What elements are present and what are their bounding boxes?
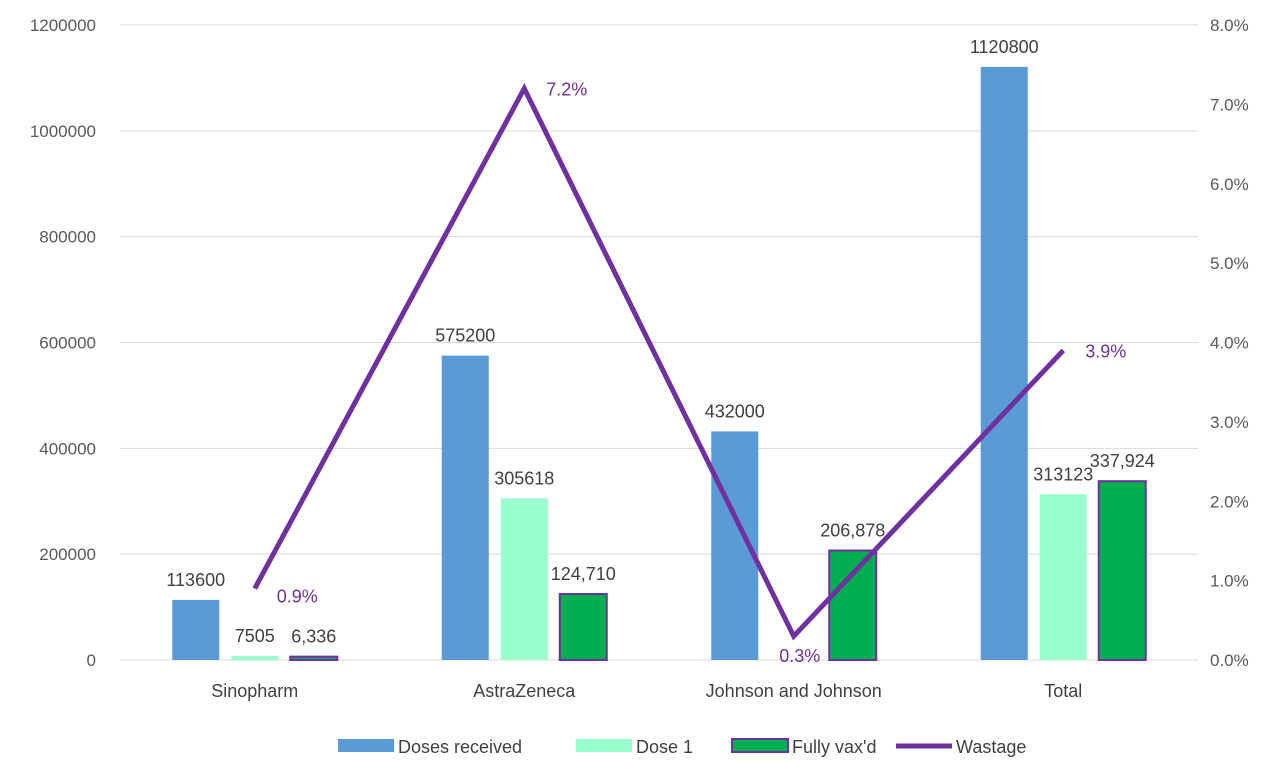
legend-label: Doses received [398,737,522,757]
bar [1097,480,1147,661]
legend-label: Wastage [956,737,1026,757]
y-tick-label: 1000000 [30,122,96,141]
bar-data-label: 432000 [705,401,765,421]
primary-y-axis: 0 200000 400000 600000 800000 1000000 1200000 [30,16,96,670]
bar-data-label: 313123 [1033,464,1093,484]
secondary-y-axis: 0.0% 1.0% 2.0% 3.0% 4.0% 5.0% 6.0% 7.0% 8.0% [1210,16,1249,670]
y2-tick-label: 5.0% [1210,254,1249,273]
bar-data-label: 305618 [494,468,554,488]
category-label: Sinopharm [211,681,298,701]
y2-tick-label: 7.0% [1210,95,1249,114]
category-axis: Sinopharm AstraZeneca Johnson and Johnson T… [211,681,1082,701]
bar [172,599,220,660]
legend-swatch [338,739,394,752]
legend: Doses received Dose 1 Fully vax'd Wastage [338,737,1026,757]
wastage-line [252,83,1066,641]
bar-data-label: 124,710 [551,564,616,584]
bar [1039,494,1087,660]
y-tick-label: 200000 [39,545,96,564]
y2-tick-label: 6.0% [1210,175,1249,194]
bar-data-label: 1120800 [970,37,1039,57]
bar [289,655,339,662]
legend-swatch [576,739,632,752]
legend-label: Fully vax'd [792,737,876,757]
bar [828,549,878,661]
category-label: AstraZeneca [473,681,576,701]
category-label: Total [1044,681,1082,701]
y-tick-label: 400000 [39,439,96,458]
bar [441,355,489,660]
bar-data-label: 206,878 [820,521,885,541]
y2-tick-label: 2.0% [1210,492,1249,511]
bar-data-label: 7505 [235,626,275,646]
y2-tick-label: 1.0% [1210,572,1249,591]
y2-tick-label: 3.0% [1210,413,1249,432]
bar-data-label: 575200 [435,326,495,346]
y2-tick-label: 4.0% [1210,334,1249,353]
y2-tick-label: 0.0% [1210,651,1249,670]
bar [500,498,548,660]
y-tick-label: 800000 [39,228,96,247]
bar [980,66,1028,660]
line-data-label: 3.9% [1085,341,1126,361]
category-label: Johnson and Johnson [706,681,882,701]
legend-swatch [731,738,789,753]
line-data-label: 0.9% [277,587,318,607]
bar [558,593,608,662]
bar-data-label: 337,924 [1090,451,1155,471]
y-tick-label: 0 [87,651,96,670]
bar-data-label: 6,336 [291,627,336,647]
y-tick-label: 1200000 [30,16,96,35]
y2-tick-label: 8.0% [1210,16,1249,35]
gridlines [120,24,1198,661]
line-data-label: 0.3% [779,646,820,666]
bars [172,66,1147,662]
y-tick-label: 600000 [39,334,96,353]
legend-label: Dose 1 [636,737,693,757]
data-labels: 113600 7505 6,336 575200 305618 124,710 432000… [166,37,1154,666]
bar-data-label: 113600 [166,570,225,590]
line-data-label: 7.2% [546,80,587,100]
wastage-line-path [252,83,1066,641]
bar [231,656,279,660]
